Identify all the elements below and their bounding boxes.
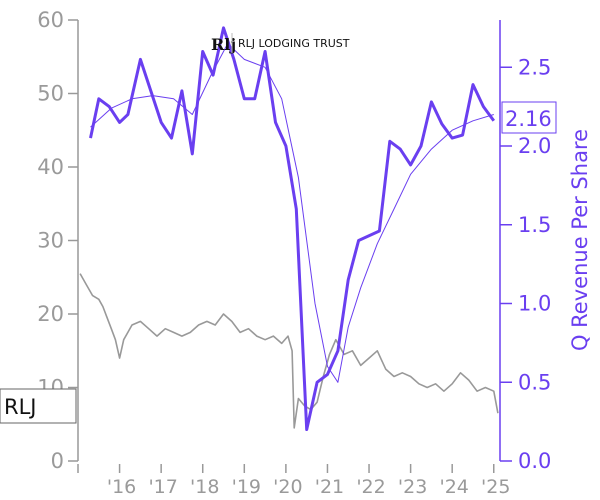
right-tick-label: 0.5 <box>518 370 551 394</box>
revenue-series-line <box>89 26 496 431</box>
revenue-box-label: 2.16 <box>505 107 552 131</box>
left-tick-label: 50 <box>37 82 64 106</box>
left-tick-label: 0 <box>51 449 64 473</box>
x-tick-label: '19 <box>232 476 261 498</box>
trend-series-line <box>90 43 494 383</box>
logo-text: RLJ LODGING TRUST <box>238 37 350 50</box>
price-value-box: RLJ <box>0 388 77 424</box>
price-box-label: RLJ <box>4 395 36 419</box>
company-logo: Rlj RLJ LODGING TRUST <box>211 33 350 54</box>
x-tick-label: '23 <box>398 476 427 498</box>
price-box-frame <box>0 388 77 424</box>
x-tick-label: '18 <box>190 476 219 498</box>
x-tick-label: '22 <box>356 476 385 498</box>
left-tick-label: 40 <box>37 155 64 179</box>
x-tick-label: '16 <box>107 476 136 498</box>
logo-mark: Rlj <box>211 35 236 54</box>
price-series-line <box>79 273 499 429</box>
right-tick-label: 0.0 <box>518 449 551 473</box>
left-tick-label: 20 <box>37 302 64 326</box>
left-tick-label: 30 <box>37 229 64 253</box>
right-axis-label: Q Revenue Per Share <box>568 129 592 351</box>
series-layer <box>79 26 499 431</box>
x-tick-label: '24 <box>439 476 468 498</box>
x-axis: '16 '17 '18 '19 '20 '21 '22 '23 '24 '25 <box>77 464 510 498</box>
right-tick-label: 1.0 <box>518 292 551 316</box>
x-tick-label: '17 <box>148 476 177 498</box>
x-tick-label: '20 <box>273 476 302 498</box>
revenue-box-frame <box>501 101 557 134</box>
right-tick-label: 2.5 <box>518 55 551 79</box>
right-tick-label: 1.5 <box>518 213 551 237</box>
right-tick-label: 2.0 <box>518 134 551 158</box>
x-tick-label: '25 <box>481 476 510 498</box>
right-axis: 0.0 0.5 1.0 1.5 2.0 2.5 <box>499 20 551 473</box>
x-tick-label: '21 <box>315 476 344 498</box>
left-tick-label: 60 <box>37 8 64 32</box>
revenue-value-box: 2.16 <box>501 101 557 134</box>
